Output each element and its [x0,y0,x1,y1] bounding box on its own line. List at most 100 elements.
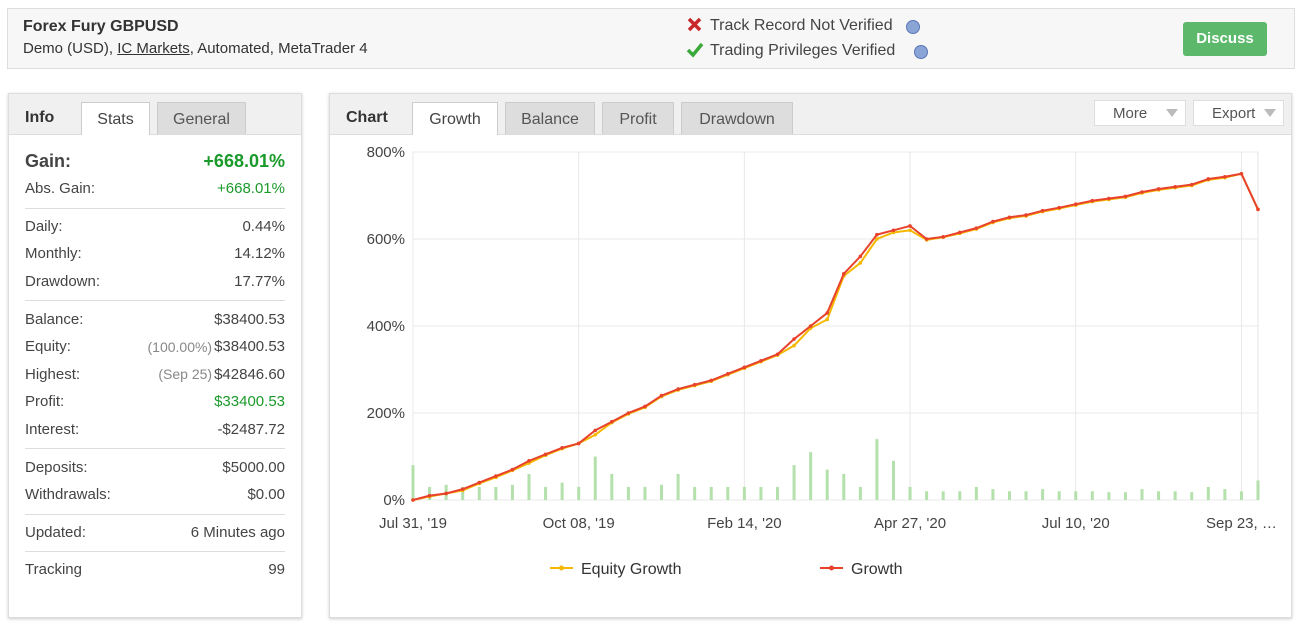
y-tick-label: 0% [383,492,405,509]
broker-link[interactable]: IC Markets [117,40,190,57]
title: Forex Fury GBPUSD [23,18,179,35]
point [576,441,581,446]
point [1123,194,1128,199]
volume-bar [643,486,647,500]
tab-bar: Chart Growth Balance Profit Drawdown More Expo… [330,94,1291,135]
status-row: Trading Privileges Verified [686,40,946,62]
info-row: Tracking 99 [25,556,285,584]
tab[interactable]: Profit [602,102,674,134]
point [411,498,415,502]
point [1189,182,1194,187]
point [676,387,680,391]
point [957,230,962,235]
info-row: Abs. Gain: +668.01% [25,175,285,203]
volume-bar [809,452,813,500]
point [875,237,879,241]
volume-bar [908,486,912,500]
point [543,452,548,457]
help-icon[interactable] [906,20,920,34]
point [1173,185,1177,189]
info-group: Updated: 6 Minutes ago [25,515,285,553]
volume-bar [527,473,531,500]
series-line [412,172,1259,501]
volume-bar [1107,492,1111,500]
volume-bar [941,491,945,500]
tab[interactable]: Stats [81,102,150,135]
y-tick-label: 600% [367,231,405,248]
info-label: Interest: [25,421,80,439]
point [659,393,664,398]
volume-bar [1074,491,1078,500]
volume-bar [958,491,962,500]
point [709,378,714,383]
volume-bar [875,439,879,500]
x-tick-label: Apr 27, '20 [874,515,946,532]
point [875,232,879,237]
point [1024,213,1028,217]
info-value: 14.12% [234,245,285,263]
point [941,235,945,239]
point [593,432,598,437]
y-tick-label: 200% [367,405,405,422]
legend-marker [829,565,834,571]
volume-bar [593,456,597,500]
panel-label: Info [25,109,55,126]
volume-bar [1140,489,1144,500]
point [775,352,780,357]
point [858,254,863,259]
dropdown-button[interactable]: Export [1193,100,1284,126]
info-label: Profit: [25,393,65,411]
volume-bar [709,486,713,500]
info-value: 17.77% [234,273,285,291]
legend-label: Equity Growth [581,561,681,578]
volume-bar [891,460,895,500]
point [494,474,498,478]
point [610,419,614,424]
status-label: Trading Privileges Verified [710,42,896,59]
info-row: Balance: $38400.53 [25,305,285,333]
point [825,317,830,322]
volume-bar [660,484,664,500]
point [1107,196,1111,201]
info-group: Tracking 99 [25,552,285,589]
point [974,226,979,230]
tab[interactable]: General [157,102,246,134]
info-value: +668.01% [203,150,285,171]
volume-bar [759,486,763,500]
tab[interactable]: Balance [505,102,595,134]
status-label: Track Record Not Verified [710,17,893,34]
volume-bar [842,473,846,500]
point [460,487,465,491]
volume-bar [693,486,697,500]
volume-bar [1239,491,1243,500]
point [477,480,482,485]
info-row: Equity: (100.00%) $38400.53 [25,333,285,361]
info-label: Gain: [25,150,72,171]
point [1223,174,1227,179]
discuss-button[interactable]: Discuss [1183,22,1267,56]
dropdown-button[interactable]: More [1094,100,1186,126]
volume-bar [610,473,614,500]
info-label: Equity: [25,338,71,356]
info-label: Withdrawals: [25,486,111,504]
info-row: Profit: $33400.53 [25,388,285,416]
volume-bar [792,465,796,500]
point [792,343,796,348]
point [991,219,995,224]
tab[interactable]: Drawdown [681,102,793,134]
help-icon[interactable] [914,45,928,59]
volume-bar [676,473,680,500]
info-row: Updated: 6 Minutes ago [25,519,285,547]
info-value: $0.00 [247,486,285,504]
point [792,337,796,341]
point [726,372,730,376]
series-line [412,172,1259,501]
info-value: $42846.60 [214,365,285,383]
volume-bar [1206,486,1210,500]
subtitle-text: Demo (USD), [23,40,118,57]
volume-bar [1007,491,1011,500]
info-label: Deposits: [25,458,88,476]
tab[interactable]: Growth [412,102,498,135]
info-value: $33400.53 [214,393,285,411]
